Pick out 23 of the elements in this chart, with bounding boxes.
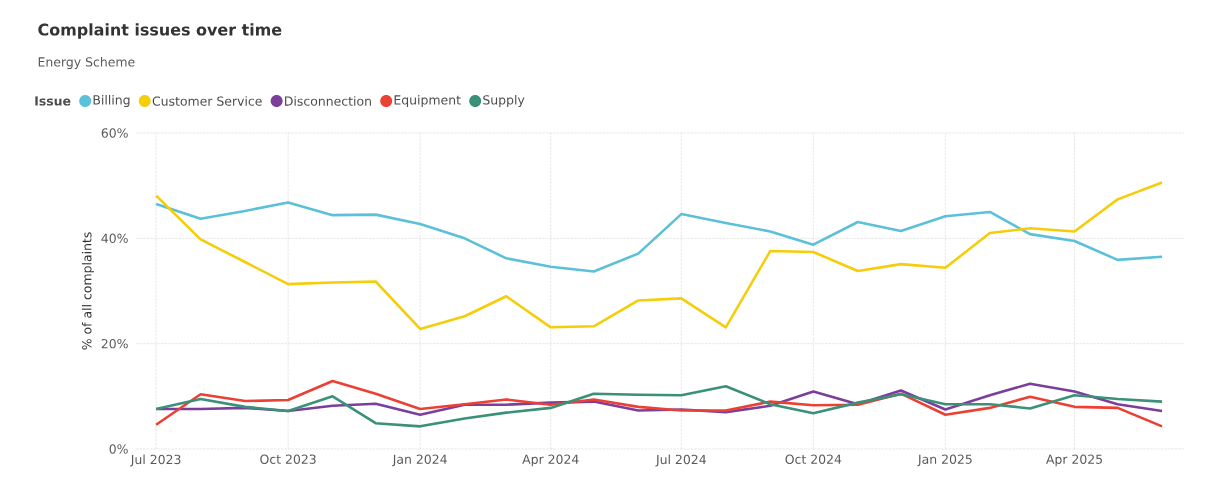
x-tick-label: Apr 2025 — [1046, 454, 1103, 467]
y-tick-label: 0% — [109, 444, 128, 454]
x-tick-label: Jan 2025 — [917, 454, 972, 467]
x-tick-label: Oct 2024 — [785, 454, 842, 464]
chart-title: Complaint issues over time — [38, 23, 282, 39]
y-tick-label: 20% — [101, 338, 128, 349]
chart-subtitle: Energy Scheme — [38, 56, 135, 70]
line-series — [154, 201, 1164, 273]
x-tick-label: Jul 2023 — [130, 454, 181, 467]
x-tick-label: Jul 2024 — [655, 454, 706, 467]
legend-label: Customer Service — [152, 96, 262, 106]
y-tick-label: 40% — [101, 233, 128, 244]
legend-title: Issue — [35, 96, 71, 106]
legend-label: Disconnection — [285, 96, 371, 106]
y-tick-label: 60% — [101, 128, 128, 138]
x-tick-label: Apr 2024 — [522, 454, 579, 467]
line-series — [154, 181, 1164, 331]
x-tick-label: Jan 2024 — [392, 454, 447, 467]
x-tick-label: Oct 2023 — [260, 454, 316, 464]
legend-label: Billing — [93, 94, 130, 108]
legend-label: Equipment — [394, 94, 461, 108]
legend-label: Supply — [483, 94, 525, 108]
y-axis-title: % of all complaints — [81, 232, 94, 350]
